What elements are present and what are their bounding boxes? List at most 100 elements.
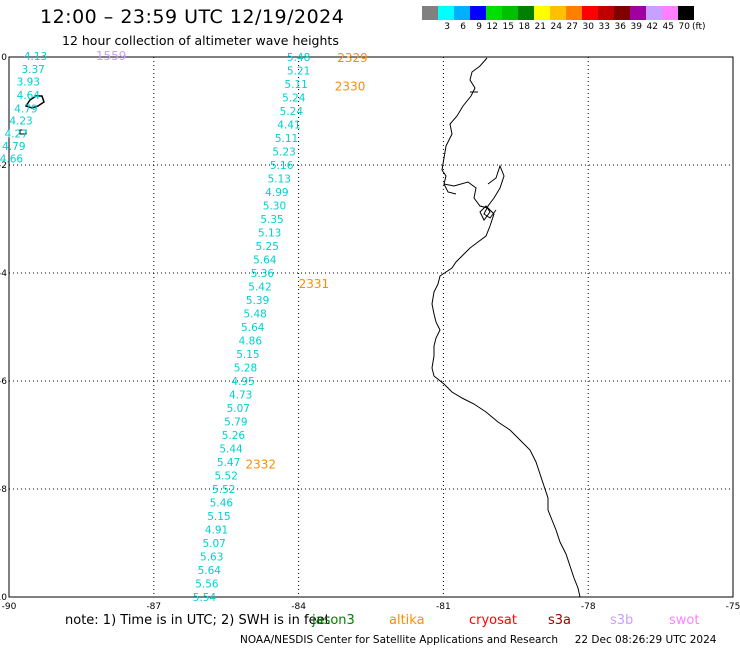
coastline	[431, 57, 581, 598]
wave-height-label: 5.63	[200, 552, 223, 564]
color-scale-label: 27	[566, 22, 578, 32]
wave-height-label: 4.79	[14, 103, 37, 115]
color-swatch	[566, 6, 582, 20]
lat-tick-label: -2	[0, 161, 7, 171]
color-scale-label: 12	[486, 22, 498, 32]
pass-id-label: 2330	[335, 80, 366, 94]
color-scale-label: 15	[502, 22, 514, 32]
wave-height-label: 5.23	[272, 147, 295, 159]
color-scale-unit: (ft)	[692, 22, 706, 32]
color-scale-label: 42	[646, 22, 658, 32]
wave-height-label: 5.44	[219, 444, 243, 456]
wave-height-label: 5.26	[222, 430, 246, 442]
color-swatch	[518, 6, 534, 20]
satellite-legend-s3b: s3b	[610, 613, 634, 628]
wave-height-label: 5.35	[260, 214, 283, 226]
color-swatch	[454, 6, 470, 20]
wave-height-label: 5.16	[270, 160, 294, 172]
color-swatch	[614, 6, 630, 20]
satellite-legend-swot: swot	[669, 613, 700, 628]
wave-height-label: 5.54	[193, 592, 217, 604]
color-scale-label: 9	[476, 22, 482, 32]
wave-height-label: 4.13	[24, 51, 47, 63]
color-scale-label: 30	[582, 22, 594, 32]
color-swatch	[470, 6, 486, 20]
pass-id-label: 2332	[246, 458, 277, 472]
satellite-legend-altika: altika	[389, 613, 425, 628]
generated-timestamp: 22 Dec 08:26:29 UTC 2024	[574, 634, 717, 646]
wave-height-label: 4.64	[17, 90, 41, 102]
wave-height-label: 5.36	[251, 268, 275, 280]
island-galapagos-small	[19, 129, 27, 135]
coast-inlet	[443, 91, 478, 195]
footnote: note: 1) Time is in UTC; 2) SWH is in fe…	[65, 613, 330, 628]
wave-height-label: 5.25	[256, 241, 279, 253]
color-scale-label: 24	[550, 22, 562, 32]
map-frame	[8, 56, 734, 598]
color-scale-label: 45	[662, 22, 674, 32]
color-swatch	[582, 6, 598, 20]
wave-height-label: 5.28	[234, 363, 257, 375]
credit-line: NOAA/NESDIS Center for Satellite Applica…	[240, 634, 716, 646]
gulf-outline	[483, 164, 505, 219]
satellite-legend-cryosat: cryosat	[469, 613, 517, 628]
color-swatch	[646, 6, 662, 20]
wave-height-label: 4.23	[9, 116, 32, 128]
satellite-legend-jason3: jason3	[312, 613, 355, 628]
lat-tick-label: -10	[0, 593, 7, 603]
lon-tick-label: -81	[436, 602, 451, 612]
wave-height-label: 5.15	[207, 511, 230, 523]
wave-height-label: 5.48	[243, 309, 266, 321]
color-swatch	[550, 6, 566, 20]
wave-height-label: 5.07	[202, 538, 225, 550]
lon-tick-label: -75	[726, 602, 740, 612]
wave-height-label: 5.30	[263, 201, 286, 213]
color-swatch	[662, 6, 678, 20]
color-scale-label: 3	[444, 22, 450, 32]
wave-height-label: 5.07	[227, 403, 250, 415]
wave-height-label: 5.46	[210, 498, 234, 510]
wave-height-label: 4.79	[2, 141, 25, 153]
color-scale-labels: 3 6 9 12 15 18 21 24 27 30 33 36 39 42 45 70 (ft)	[422, 22, 740, 36]
wave-height-label: 5.42	[248, 282, 271, 294]
pass-id-label: 1559	[96, 49, 127, 63]
wave-height-label: 5.79	[224, 417, 247, 429]
lon-tick-label: -84	[291, 602, 306, 612]
color-scale-label: 21	[534, 22, 546, 32]
wave-height-label: 4.86	[239, 336, 263, 348]
island-puna	[479, 205, 491, 221]
color-swatch	[502, 6, 518, 20]
wave-height-label: 5.13	[268, 174, 291, 186]
map-title: 12:00 – 23:59 UTC 12/19/2024	[40, 6, 345, 28]
wave-height-label: 5.24	[280, 106, 304, 118]
wave-height-label: 5.24	[282, 93, 306, 105]
wave-height-label: 4.95	[231, 376, 254, 388]
color-scale-label: 70	[678, 22, 690, 32]
pass-id-label: 2331	[299, 277, 330, 291]
wave-height-label: 5.64	[241, 322, 265, 334]
wave-height-label: 4.27	[5, 129, 28, 141]
wave-height-label: 5.48	[287, 52, 310, 64]
satellite-legend-s3a: s3a	[548, 613, 572, 628]
wave-height-label: 4.73	[229, 390, 252, 402]
credit-text: NOAA/NESDIS Center for Satellite Applica…	[240, 634, 558, 646]
color-swatch	[422, 6, 438, 20]
wave-height-label: 5.64	[198, 565, 222, 577]
lat-tick-label: -6	[0, 377, 7, 387]
wave-height-label: 4.99	[265, 187, 288, 199]
color-scale-label: 33	[598, 22, 610, 32]
color-swatch	[678, 6, 694, 20]
wave-height-label: 5.56	[195, 579, 219, 591]
wave-height-label: 3.37	[21, 64, 44, 76]
wave-height-label: 5.52	[215, 471, 238, 483]
wave-height-label: 5.47	[217, 457, 240, 469]
wave-height-label: 5.13	[258, 228, 281, 240]
color-scale-label: 39	[630, 22, 642, 32]
wave-height-label: 5.11	[284, 79, 307, 91]
wave-height-label: 5.15	[236, 349, 259, 361]
pass-id-label: 2329	[337, 51, 368, 65]
lat-tick-label: 0	[1, 53, 7, 63]
color-scale-bar	[422, 6, 694, 20]
wave-height-label: 4.66	[0, 154, 23, 166]
